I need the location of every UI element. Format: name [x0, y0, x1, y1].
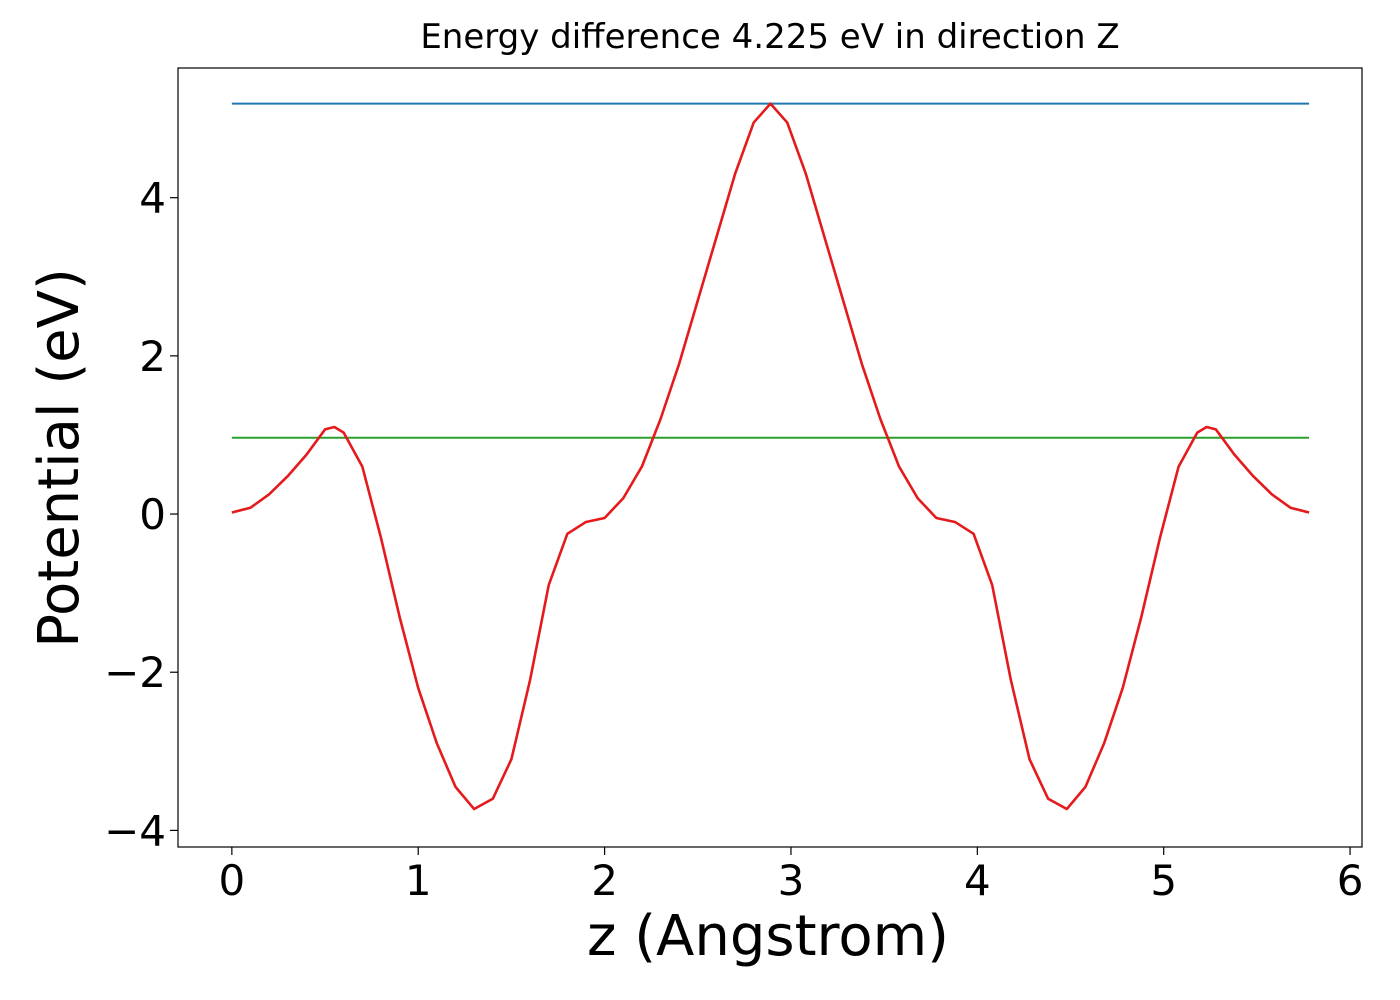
plot-area — [231, 102, 1310, 811]
x-tick-label: 0 — [218, 856, 245, 905]
y-tick-label: 0 — [139, 490, 166, 539]
axes-frame — [177, 67, 1363, 848]
y-tick-label: 4 — [139, 174, 166, 223]
y-axis-label: Potential (eV) — [27, 268, 92, 648]
x-tick-label: 1 — [405, 856, 432, 905]
x-tick-label: 5 — [1150, 856, 1177, 905]
y-tick-label: −2 — [104, 648, 166, 697]
y-tick-label: 2 — [139, 332, 166, 381]
chart-title: Energy difference 4.225 eV in direction … — [420, 17, 1119, 57]
x-tick-label: 4 — [964, 856, 991, 905]
x-axis-label: z (Angstrom) — [587, 904, 949, 969]
x-tick-label: 3 — [778, 856, 805, 905]
series-line — [231, 102, 1310, 811]
x-tick-label: 6 — [1337, 856, 1364, 905]
y-tick-label: −4 — [104, 806, 166, 855]
x-tick-label: 2 — [591, 856, 618, 905]
